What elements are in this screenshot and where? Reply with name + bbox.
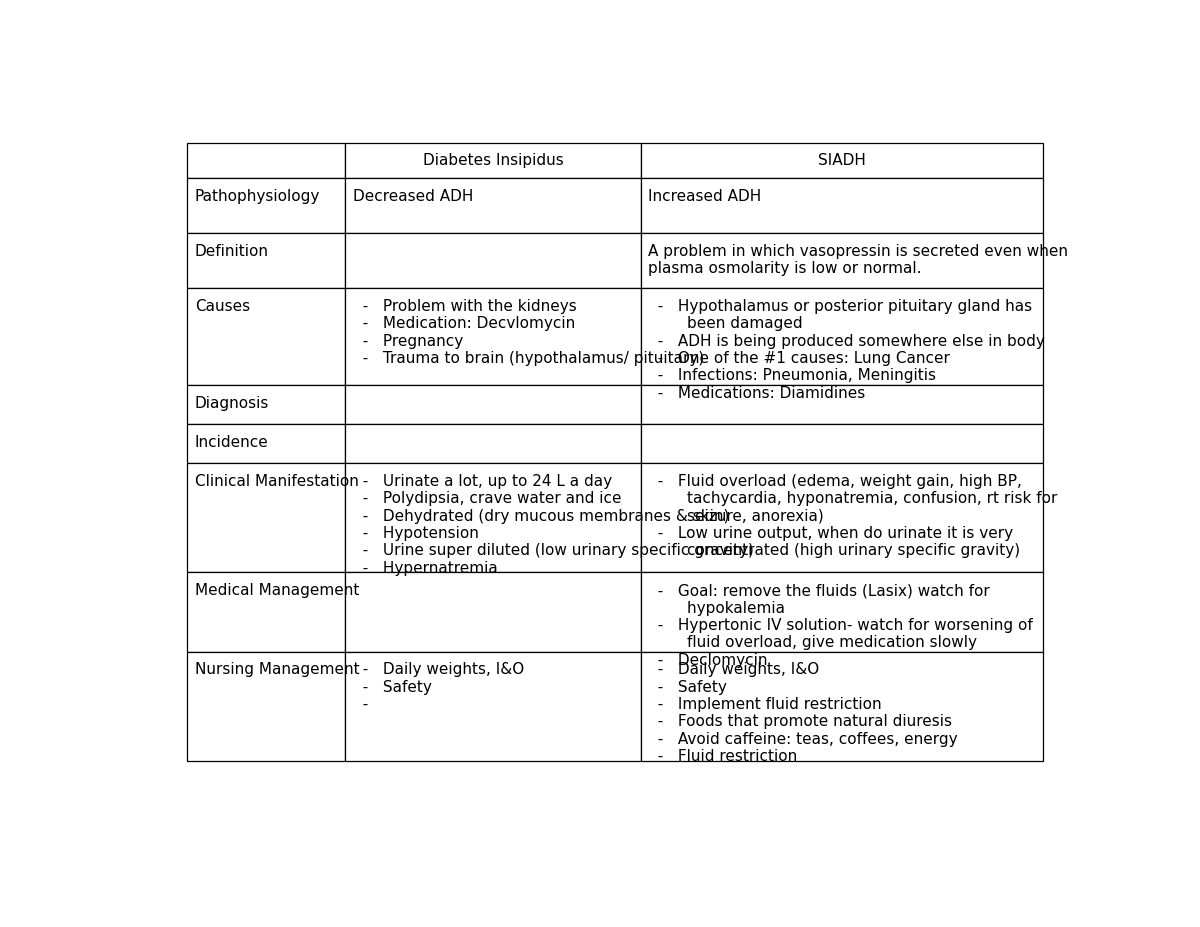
Bar [187,288,346,386]
Text: Definition: Definition [194,244,269,259]
Text: A problem in which vasopressin is secreted even when
plasma osmolarity is low or: A problem in which vasopressin is secret… [648,244,1068,276]
Text: SIADH: SIADH [817,153,865,168]
Bar [187,386,346,425]
Bar [641,144,1043,178]
Bar [641,234,1043,288]
Bar [346,178,641,234]
Bar [187,464,346,572]
Text: Diagnosis: Diagnosis [194,396,269,411]
Text: -   Hypothalamus or posterior pituitary gland has
        been damaged
  -   ADH: - Hypothalamus or posterior pituitary gl… [648,298,1045,400]
Text: Causes: Causes [194,298,250,314]
Bar [187,425,346,464]
Text: -   Goal: remove the fluids (Lasix) watch for
        hypokalemia
  -   Hyperton: - Goal: remove the fluids (Lasix) watch … [648,583,1033,667]
Text: Decreased ADH: Decreased ADH [353,189,473,204]
Bar [346,572,641,652]
Bar [641,425,1043,464]
Bar [346,425,641,464]
Bar [187,572,346,652]
Text: Clinical Manifestation: Clinical Manifestation [194,474,359,489]
Bar [641,288,1043,386]
Bar [641,178,1043,234]
Bar [346,288,641,386]
Text: -   Daily weights, I&O
  -   Safety
  -   Implement fluid restriction
  -   Food: - Daily weights, I&O - Safety - Implemen… [648,662,958,764]
Text: Increased ADH: Increased ADH [648,189,761,204]
Bar [641,652,1043,761]
Bar [346,652,641,761]
Bar [187,178,346,234]
Text: -   Urinate a lot, up to 24 L a day
  -   Polydipsia, crave water and ice
  -   : - Urinate a lot, up to 24 L a day - Poly… [353,474,754,576]
Bar [641,464,1043,572]
Text: Diabetes Insipidus: Diabetes Insipidus [422,153,564,168]
Text: -   Daily weights, I&O
  -   Safety
  -: - Daily weights, I&O - Safety - [353,662,524,712]
Bar [187,652,346,761]
Bar [641,572,1043,652]
Text: Medical Management: Medical Management [194,583,359,598]
Bar [187,234,346,288]
Bar [346,464,641,572]
Bar [346,234,641,288]
Bar [346,386,641,425]
Bar [641,386,1043,425]
Text: Nursing Management: Nursing Management [194,662,359,678]
Text: Pathophysiology: Pathophysiology [194,189,320,204]
Bar [187,144,346,178]
Text: Incidence: Incidence [194,435,269,450]
Text: -   Fluid overload (edema, weight gain, high BP,
        tachycardia, hyponatrem: - Fluid overload (edema, weight gain, hi… [648,474,1057,558]
Bar [346,144,641,178]
Text: -   Problem with the kidneys
  -   Medication: Decvlomycin
  -   Pregnancy
  -  : - Problem with the kidneys - Medication:… [353,298,704,366]
